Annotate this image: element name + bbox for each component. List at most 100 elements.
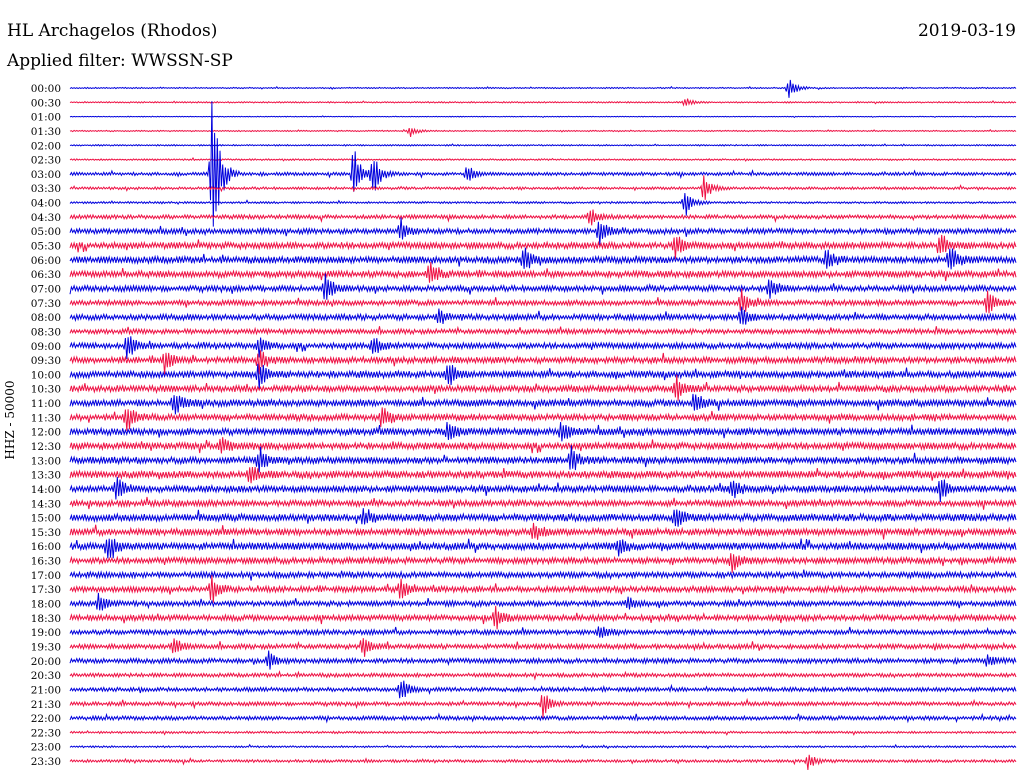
- time-label-39: 19:30: [31, 641, 61, 653]
- time-label-41: 20:30: [31, 670, 61, 682]
- trace-row-46: [69, 743, 1017, 750]
- time-label-23: 11:30: [31, 412, 61, 424]
- trace-row-38: [69, 626, 1017, 638]
- trace-row-10: [69, 217, 1017, 246]
- time-label-21: 10:30: [31, 384, 61, 396]
- date-label: 2019-03-19: [918, 21, 1016, 41]
- time-label-31: 15:30: [31, 527, 61, 539]
- trace-row-9: [69, 209, 1017, 226]
- time-label-22: 11:00: [31, 398, 61, 410]
- time-label-40: 20:00: [31, 656, 61, 668]
- time-label-43: 21:30: [31, 699, 61, 711]
- trace-row-42: [69, 680, 1017, 699]
- time-label-45: 22:30: [31, 727, 61, 739]
- trace-row-47: [69, 754, 1017, 770]
- trace-row-45: [69, 730, 1017, 736]
- filter-label: Applied filter: WWSSN-SP: [6, 51, 233, 71]
- time-label-44: 22:00: [31, 713, 61, 725]
- trace-row-16: [69, 306, 1017, 325]
- trace-row-26: [69, 445, 1017, 473]
- time-label-16: 08:00: [31, 312, 61, 324]
- trace-row-39: [69, 638, 1017, 657]
- trace-row-7: [69, 175, 1017, 200]
- time-label-27: 13:30: [31, 470, 61, 482]
- trace-row-29: [69, 496, 1017, 510]
- trace-row-31: [69, 522, 1017, 540]
- time-label-17: 08:30: [31, 326, 61, 338]
- trace-row-18: [69, 336, 1017, 360]
- trace-row-21: [69, 374, 1017, 401]
- trace-row-40: [69, 650, 1017, 670]
- trace-row-11: [69, 234, 1017, 259]
- time-label-8: 04:00: [31, 198, 61, 210]
- time-label-11: 05:30: [31, 241, 61, 253]
- trace-row-25: [69, 437, 1017, 454]
- trace-row-30: [69, 508, 1017, 527]
- trace-row-37: [69, 605, 1017, 630]
- trace-row-3: [69, 127, 1017, 137]
- time-label-46: 23:00: [31, 742, 61, 754]
- trace-row-35: [69, 575, 1017, 603]
- time-label-0: 00:00: [31, 83, 61, 95]
- trace-row-14: [69, 273, 1017, 300]
- time-label-1: 00:30: [31, 97, 61, 109]
- trace-row-28: [69, 476, 1017, 503]
- time-label-15: 07:30: [31, 298, 61, 310]
- time-label-13: 06:30: [31, 269, 61, 281]
- time-label-24: 12:00: [31, 427, 61, 439]
- time-label-3: 01:30: [31, 126, 61, 138]
- time-label-34: 17:00: [31, 570, 61, 582]
- trace-row-2: [69, 115, 1017, 119]
- trace-row-43: [69, 695, 1017, 718]
- time-label-14: 07:00: [31, 283, 61, 295]
- trace-row-44: [69, 712, 1017, 724]
- time-label-38: 19:00: [31, 627, 61, 639]
- trace-row-15: [69, 288, 1017, 314]
- trace-row-33: [69, 553, 1017, 573]
- time-label-18: 09:00: [31, 341, 61, 353]
- time-label-36: 18:00: [31, 599, 61, 611]
- trace-row-13: [69, 261, 1017, 283]
- trace-row-17: [69, 325, 1017, 336]
- trace-row-34: [69, 569, 1017, 581]
- time-label-5: 02:30: [31, 155, 61, 167]
- trace-row-0: [69, 79, 1017, 98]
- trace-row-8: [69, 193, 1017, 216]
- trace-row-41: [69, 670, 1017, 681]
- time-label-10: 05:00: [31, 226, 61, 238]
- time-label-37: 18:30: [31, 613, 61, 625]
- trace-row-32: [69, 538, 1017, 559]
- trace-row-19: [69, 350, 1017, 375]
- time-label-42: 21:00: [31, 684, 61, 696]
- time-label-12: 06:00: [31, 255, 61, 267]
- time-label-47: 23:30: [31, 756, 61, 768]
- trace-row-6: [69, 101, 1017, 227]
- trace-row-5: [69, 157, 1017, 162]
- time-labels: 00:00 00:30 01:00 01:30 02:00 02:30 03:00 03:30…: [31, 83, 61, 768]
- trace-row-36: [69, 592, 1017, 611]
- time-label-29: 14:30: [31, 498, 61, 510]
- time-label-4: 02:00: [31, 140, 61, 152]
- trace-row-1: [69, 98, 1017, 107]
- trace-row-4: [69, 143, 1017, 147]
- trace-row-12: [69, 247, 1017, 270]
- time-label-20: 10:00: [31, 369, 61, 381]
- seismic-traces: [69, 79, 1017, 770]
- y-axis-label: HHZ - 50000: [3, 380, 17, 459]
- station-title: HL Archagelos (Rhodos): [7, 21, 217, 41]
- trace-row-20: [69, 363, 1017, 391]
- trace-row-23: [69, 407, 1017, 432]
- trace-row-24: [69, 421, 1017, 442]
- time-label-35: 17:30: [31, 584, 61, 596]
- time-label-32: 16:00: [31, 541, 61, 553]
- time-label-19: 09:30: [31, 355, 61, 367]
- time-label-2: 01:00: [31, 112, 61, 124]
- time-label-7: 03:30: [31, 183, 61, 195]
- time-label-30: 15:00: [31, 513, 61, 525]
- time-label-26: 13:00: [31, 455, 61, 467]
- trace-row-27: [69, 467, 1017, 484]
- trace-row-22: [69, 393, 1017, 415]
- time-label-9: 04:30: [31, 212, 61, 224]
- time-label-25: 12:30: [31, 441, 61, 453]
